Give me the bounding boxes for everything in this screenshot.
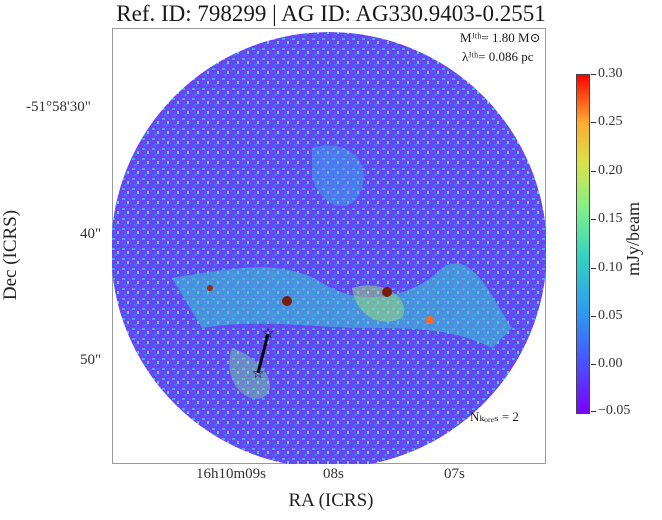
colorbar-label: −0.05 [598, 403, 631, 418]
colorbar-tick [591, 171, 596, 172]
mass-annotation: Mᴶᵗʰ= 1.80 M⊙ [460, 30, 541, 45]
ncores-annotation: Nₖₒᵣₑₛ = 2 [470, 409, 519, 424]
colorbar-label: 0.30 [598, 66, 623, 81]
intensity-map: ☆ ☆ [112, 32, 546, 464]
y-tick-label: -51°58'30" [26, 99, 91, 115]
y-tick-label: 50" [80, 352, 102, 368]
bright-source [282, 296, 292, 306]
x-axis-title: RA (ICRS) [288, 490, 374, 511]
core-link-line [256, 333, 270, 374]
core-star-icon: ☆ [262, 326, 275, 342]
x-tick-label: 16h10m09s [196, 466, 267, 482]
colorbar-tick [591, 316, 596, 317]
page-title: Ref. ID: 798299 | AG ID: AG330.9403-0.25… [116, 1, 546, 26]
x-tick-label: 07s [444, 466, 465, 482]
core-star-icon: ☆ [252, 366, 265, 382]
colorbar-label: 0.15 [598, 211, 623, 226]
colorbar-tick [591, 364, 596, 365]
y-tick-label: 40" [80, 226, 102, 242]
colorbar-title: mJy/beam [623, 202, 643, 276]
bright-source [207, 285, 213, 291]
y-axis-title: Dec (ICRS) [0, 209, 21, 301]
colorbar-tick [591, 411, 596, 412]
colorbar [576, 74, 590, 414]
colorbar-label: 0.10 [598, 260, 623, 275]
colorbar-label: 0.00 [598, 356, 623, 371]
colorbar-tick [591, 122, 596, 123]
x-tick-label: 08s [323, 466, 344, 482]
bright-source [426, 316, 434, 324]
map-disk [112, 32, 546, 464]
colorbar-tick [591, 268, 596, 269]
colorbar-label: 0.05 [598, 308, 623, 323]
lambda-annotation: λᴶᵗʰ= 0.086 pc [462, 49, 534, 64]
colorbar-label: 0.25 [598, 114, 623, 129]
colorbar-tick [591, 219, 596, 220]
colorbar-label: 0.20 [598, 163, 623, 178]
colorbar-tick [591, 74, 596, 75]
bright-source [382, 287, 392, 297]
